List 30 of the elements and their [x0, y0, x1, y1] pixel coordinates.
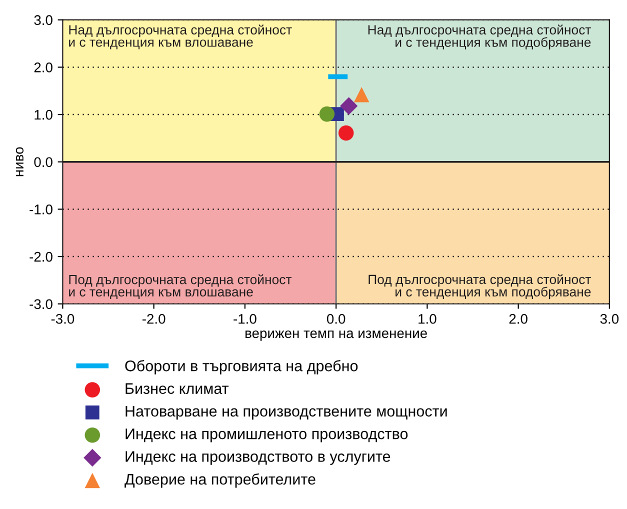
- x-tick-label: -1.0: [234, 314, 256, 324]
- y-tick-label: 1.0: [34, 110, 52, 120]
- point: [354, 87, 370, 102]
- point: [338, 125, 354, 141]
- annotation: Над дългосрочната средна стойност и с тенденция към влошаване: [69, 24, 292, 50]
- y-tick-label: 0.0: [34, 157, 52, 168]
- point: [319, 106, 335, 122]
- y-tick-label: -2.0: [30, 252, 52, 262]
- y-tick-label: 2.0: [34, 62, 52, 72]
- y-tick-label: 3.0: [34, 15, 52, 26]
- x-tick-label: 0.0: [326, 314, 346, 324]
- x-tick-label: 3.0: [600, 314, 619, 324]
- legend-label: Индекс на производството в услугите: [126, 451, 390, 465]
- y-tick-label: -1.0: [30, 204, 52, 214]
- legend-label: Бизнес климат: [126, 383, 229, 394]
- x-tick-label: -3.0: [51, 314, 74, 324]
- legend-label: Обороти в търговията на дребно: [125, 360, 358, 374]
- y-axis-title: ниво: [16, 147, 24, 176]
- x-axis-title: верижен темп на изменение: [246, 330, 427, 341]
- x-tick-label: 2.0: [509, 314, 528, 324]
- point: [340, 97, 358, 115]
- legend-label: Доверие на потребителите: [124, 473, 316, 488]
- annotation: Под дългосрочната средна стойност и с тенденция към подобряване: [368, 274, 592, 300]
- annotation: Над дългосрочната средна стойност и с тенденция към подобряване: [368, 24, 592, 50]
- legend-label: Натоварване на производствените мощности: [126, 406, 447, 420]
- x-tick-label: 1.0: [418, 314, 436, 324]
- x-tick-label: -2.0: [142, 314, 166, 324]
- y-tick-label: -3.0: [30, 299, 52, 310]
- annotation: Под дългосрочната средна стойност и с тенденция към влошаване: [69, 274, 292, 300]
- legend-label: Индекс на промишленото производство: [126, 428, 408, 442]
